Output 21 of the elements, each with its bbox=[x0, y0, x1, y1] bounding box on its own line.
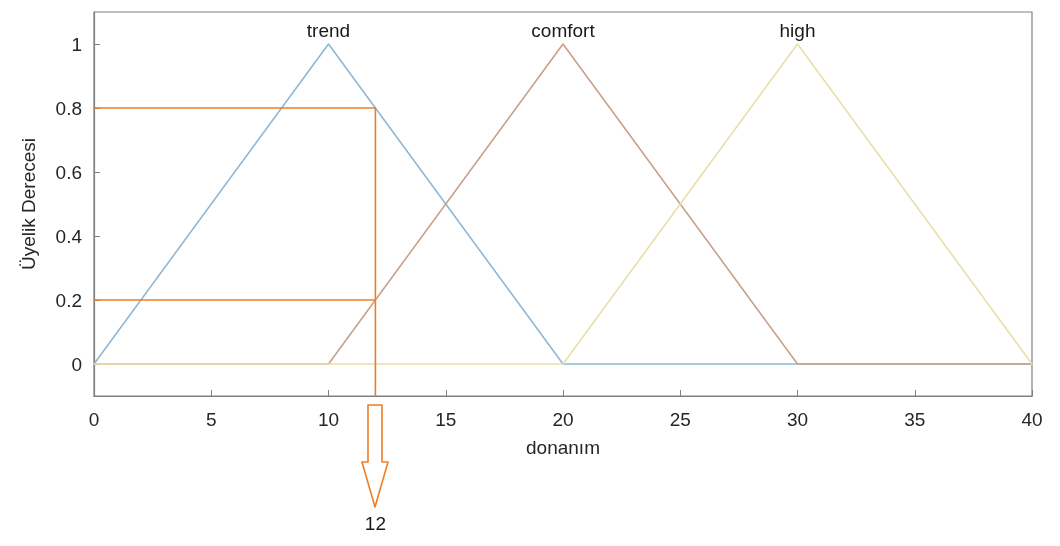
y-tick-label: 0.2 bbox=[55, 289, 82, 311]
series-label: comfort bbox=[531, 20, 596, 41]
y-tick-label: 1 bbox=[71, 33, 82, 55]
y-tick-label: 0.6 bbox=[55, 161, 82, 183]
x-tick-label: 15 bbox=[435, 409, 457, 430]
x-tick-label: 35 bbox=[904, 409, 926, 430]
x-tick-label: 0 bbox=[88, 409, 100, 430]
x-tick-label: 25 bbox=[669, 409, 691, 430]
x-tick-label: 30 bbox=[786, 409, 809, 430]
y-tick-label: 0.4 bbox=[55, 225, 83, 247]
x-tick-label: 5 bbox=[205, 409, 217, 430]
y-axis-title: Üyelik Derecesi bbox=[18, 138, 39, 270]
x-axis-title: donanım bbox=[526, 437, 600, 458]
text: 12 bbox=[364, 513, 386, 534]
series-label: high bbox=[779, 20, 816, 41]
series-label: trend bbox=[306, 20, 351, 41]
y-tick-label: 0.8 bbox=[55, 97, 82, 119]
x-tick-label: 40 bbox=[1021, 409, 1043, 430]
x-tick-label: 10 bbox=[317, 409, 340, 430]
x-tick-label: 20 bbox=[552, 409, 574, 430]
y-tick-label: 0 bbox=[71, 353, 82, 375]
